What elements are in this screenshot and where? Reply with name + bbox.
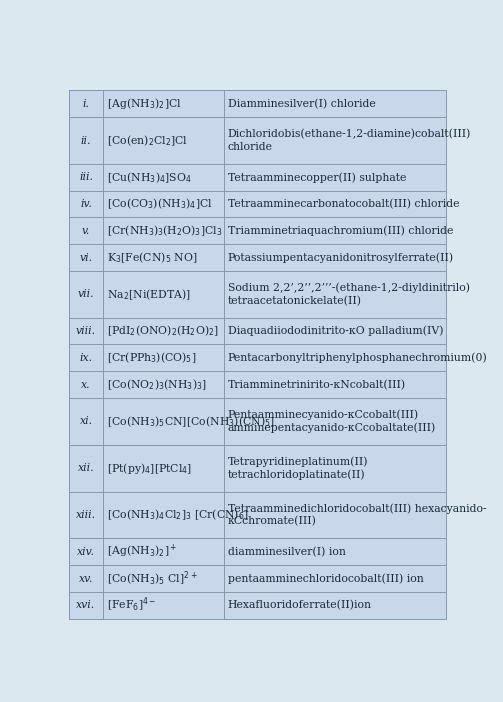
Text: Tetraamminedichloridocobalt(III) hexacyanido-: Tetraamminedichloridocobalt(III) hexacya…	[228, 503, 486, 514]
Text: diamminesilver(I) ion: diamminesilver(I) ion	[228, 547, 346, 557]
Bar	[69, 398, 447, 445]
Text: [Co(CO$_3$)(NH$_3$)$_4$]Cl: [Co(CO$_3$)(NH$_3$)$_4$]Cl	[107, 197, 213, 211]
Bar	[69, 117, 447, 164]
Text: Diamminesilver(I) chloride: Diamminesilver(I) chloride	[228, 98, 375, 109]
Text: Triamminetriaquachromium(III) chloride: Triamminetriaquachromium(III) chloride	[228, 225, 453, 236]
Bar	[69, 271, 447, 318]
Bar	[69, 491, 447, 538]
Text: [Co(NO$_2$)$_3$(NH$_3$)$_3$]: [Co(NO$_2$)$_3$(NH$_3$)$_3$]	[107, 377, 207, 392]
Text: xiv.: xiv.	[77, 547, 95, 557]
Text: xv.: xv.	[79, 574, 94, 583]
Text: xi.: xi.	[79, 416, 93, 426]
Text: Hexafluoridoferrate(II)ion: Hexafluoridoferrate(II)ion	[228, 600, 372, 611]
Text: Tetraamminecopper(II) sulphate: Tetraamminecopper(II) sulphate	[228, 172, 406, 183]
Text: pentaamminechloridocobalt(III) ion: pentaamminechloridocobalt(III) ion	[228, 574, 424, 584]
Text: [Ag(NH$_3$)$_2$]Cl: [Ag(NH$_3$)$_2$]Cl	[107, 96, 182, 112]
Text: amminepentacyanido-κCcobaltate(III): amminepentacyanido-κCcobaltate(III)	[228, 423, 436, 433]
Text: κCchromate(III): κCchromate(III)	[228, 516, 316, 526]
Text: Sodium 2,2’,2’’,2’’’-(ethane-1,2-diyldinitrilo): Sodium 2,2’,2’’,2’’’-(ethane-1,2-diyldin…	[228, 283, 470, 293]
Text: v.: v.	[82, 226, 90, 236]
Text: K$_3$[Fe(CN)$_5$ NO]: K$_3$[Fe(CN)$_5$ NO]	[107, 250, 197, 265]
Text: Tetraamminecarbonatocobalt(III) chloride: Tetraamminecarbonatocobalt(III) chloride	[228, 199, 459, 209]
Bar	[69, 592, 447, 618]
Text: [Co(NH$_3$)$_5$CN][Co(NH$_3$)(CN)$_5$]: [Co(NH$_3$)$_5$CN][Co(NH$_3$)(CN)$_5$]	[107, 414, 275, 429]
Text: Pentacarbonyltriphenylphosphanechromium(0): Pentacarbonyltriphenylphosphanechromium(…	[228, 352, 487, 363]
Text: [FeF$_6$]$^{4-}$: [FeF$_6$]$^{4-}$	[107, 596, 156, 614]
Text: Pentaamminecyanido-κCcobalt(III): Pentaamminecyanido-κCcobalt(III)	[228, 410, 419, 420]
Text: Potassiumpentacyanidonitrosylferrate(II): Potassiumpentacyanidonitrosylferrate(II)	[228, 252, 454, 263]
Text: vi.: vi.	[79, 253, 93, 263]
Text: [Cu(NH$_3$)$_4$]SO$_4$: [Cu(NH$_3$)$_4$]SO$_4$	[107, 170, 192, 185]
Text: [Cr(PPh$_3$)(CO)$_5$]: [Cr(PPh$_3$)(CO)$_5$]	[107, 350, 196, 365]
Bar	[69, 218, 447, 244]
Text: x.: x.	[81, 380, 91, 390]
Text: tetrachloridoplatinate(II): tetrachloridoplatinate(II)	[228, 470, 365, 480]
Text: [Co(en)$_2$Cl$_2$]Cl: [Co(en)$_2$Cl$_2$]Cl	[107, 133, 188, 148]
Bar	[69, 445, 447, 491]
Bar	[69, 91, 447, 117]
Text: Diaquadiiododinitrito-κO palladium(IV): Diaquadiiododinitrito-κO palladium(IV)	[228, 326, 443, 336]
Text: iii.: iii.	[79, 172, 93, 183]
Bar	[69, 345, 447, 371]
Text: Triamminetrinirito-κNcobalt(III): Triamminetrinirito-κNcobalt(III)	[228, 380, 406, 390]
Text: [Pt(py)$_4$][PtCl$_4$]: [Pt(py)$_4$][PtCl$_4$]	[107, 461, 192, 476]
Text: Na$_2$[Ni(EDTA)]: Na$_2$[Ni(EDTA)]	[107, 287, 191, 302]
Text: [Co(NH$_3$)$_4$Cl$_2$]$_3$ [Cr(CN)$_6$]: [Co(NH$_3$)$_4$Cl$_2$]$_3$ [Cr(CN)$_6$]	[107, 508, 248, 522]
Bar	[69, 318, 447, 345]
Text: Tetrapyridineplatinum(II): Tetrapyridineplatinum(II)	[228, 456, 368, 467]
Text: [Cr(NH$_3$)$_3$(H$_2$O)$_3$]Cl$_3$: [Cr(NH$_3$)$_3$(H$_2$O)$_3$]Cl$_3$	[107, 223, 222, 238]
Bar	[69, 164, 447, 191]
Text: ix.: ix.	[79, 353, 93, 363]
Text: tetraacetatonickelate(II): tetraacetatonickelate(II)	[228, 296, 362, 306]
Text: [Co(NH$_3$)$_5$ Cl]$^{2+}$: [Co(NH$_3$)$_5$ Cl]$^{2+}$	[107, 569, 198, 588]
Bar	[69, 565, 447, 592]
Text: Dichloridobis(ethane-1,2-diamine)cobalt(III): Dichloridobis(ethane-1,2-diamine)cobalt(…	[228, 129, 471, 139]
Text: viii.: viii.	[76, 326, 96, 336]
Text: ii.: ii.	[81, 135, 92, 145]
Text: xiii.: xiii.	[76, 510, 96, 520]
Text: vii.: vii.	[78, 289, 95, 299]
Text: [Ag(NH$_3$)$_2$]$^+$: [Ag(NH$_3$)$_2$]$^+$	[107, 543, 178, 560]
Bar	[69, 244, 447, 271]
Bar	[69, 538, 447, 565]
Text: xii.: xii.	[78, 463, 95, 473]
Text: iv.: iv.	[80, 199, 92, 209]
Text: chloride: chloride	[228, 142, 273, 152]
Text: [PdI$_2$(ONO)$_2$(H$_2$O)$_2$]: [PdI$_2$(ONO)$_2$(H$_2$O)$_2$]	[107, 324, 219, 338]
Text: xvi.: xvi.	[76, 600, 96, 610]
Bar	[69, 191, 447, 218]
Bar	[69, 371, 447, 398]
Text: i.: i.	[82, 99, 90, 109]
